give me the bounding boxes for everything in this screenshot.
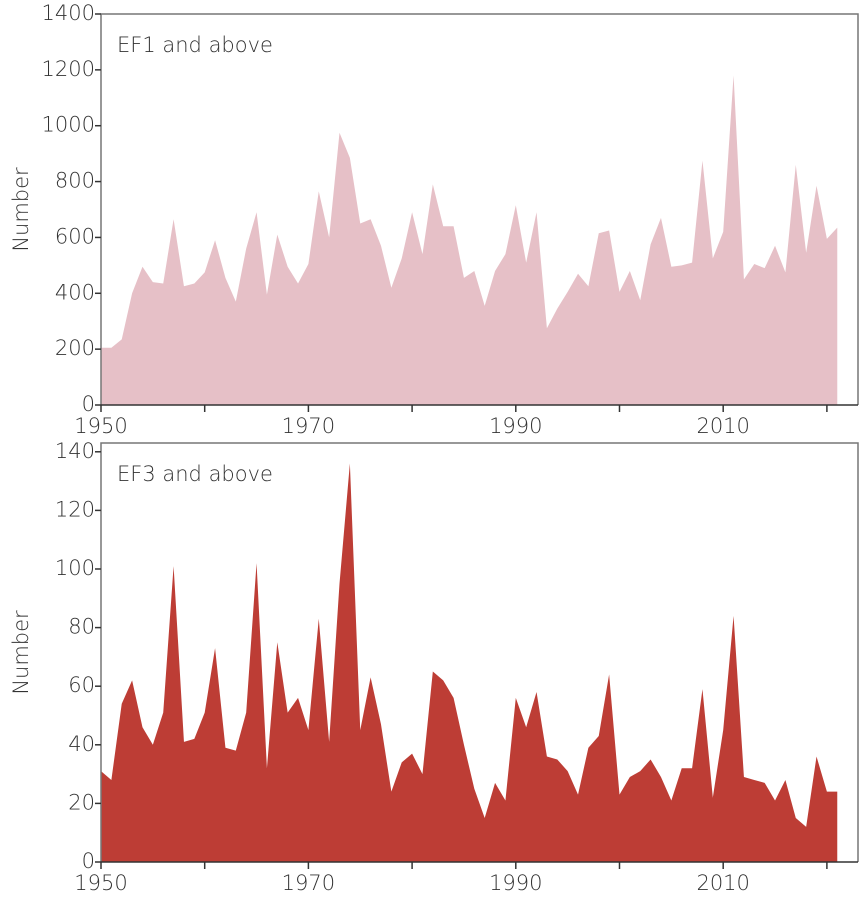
area xyxy=(101,463,838,862)
x-tick-label: 2010 xyxy=(696,871,749,895)
y-tick-label: 200 xyxy=(55,336,95,360)
x-tick-label: 1970 xyxy=(282,871,335,895)
y-tick-label: 100 xyxy=(55,556,95,580)
y-tick-label: 120 xyxy=(55,497,95,521)
x-tick-label: 1990 xyxy=(489,871,542,895)
y-tick-label: 1400 xyxy=(42,1,95,25)
x-tick-label: 1950 xyxy=(74,871,127,895)
y-tick-label: 400 xyxy=(55,280,95,304)
y-tick-label: 1200 xyxy=(42,57,95,81)
x-tick-label: 1990 xyxy=(489,414,542,438)
x-tick-label: 1950 xyxy=(74,414,127,438)
area xyxy=(101,75,838,405)
panel-title: EF3 and above xyxy=(117,462,273,486)
frame xyxy=(100,442,859,862)
frame xyxy=(100,13,859,405)
y-tick-label: 60 xyxy=(68,673,95,697)
y-tick-label: 20 xyxy=(68,790,95,814)
y-tick-label: 140 xyxy=(55,439,95,463)
x-tick-label: 1970 xyxy=(282,414,335,438)
x-tick-label: 2010 xyxy=(696,414,749,438)
y-tick-label: 0 xyxy=(82,392,95,416)
y-tick-label: 40 xyxy=(68,732,95,756)
panel-title: EF1 and above xyxy=(117,33,273,57)
y-axis-label: Number xyxy=(9,610,33,695)
y-tick-label: 600 xyxy=(55,224,95,248)
y-axis-label: Number xyxy=(9,167,33,252)
y-tick-label: 1000 xyxy=(42,113,95,137)
y-tick-label: 0 xyxy=(82,849,95,873)
y-tick-label: 80 xyxy=(68,615,95,639)
y-tick-label: 800 xyxy=(55,169,95,193)
